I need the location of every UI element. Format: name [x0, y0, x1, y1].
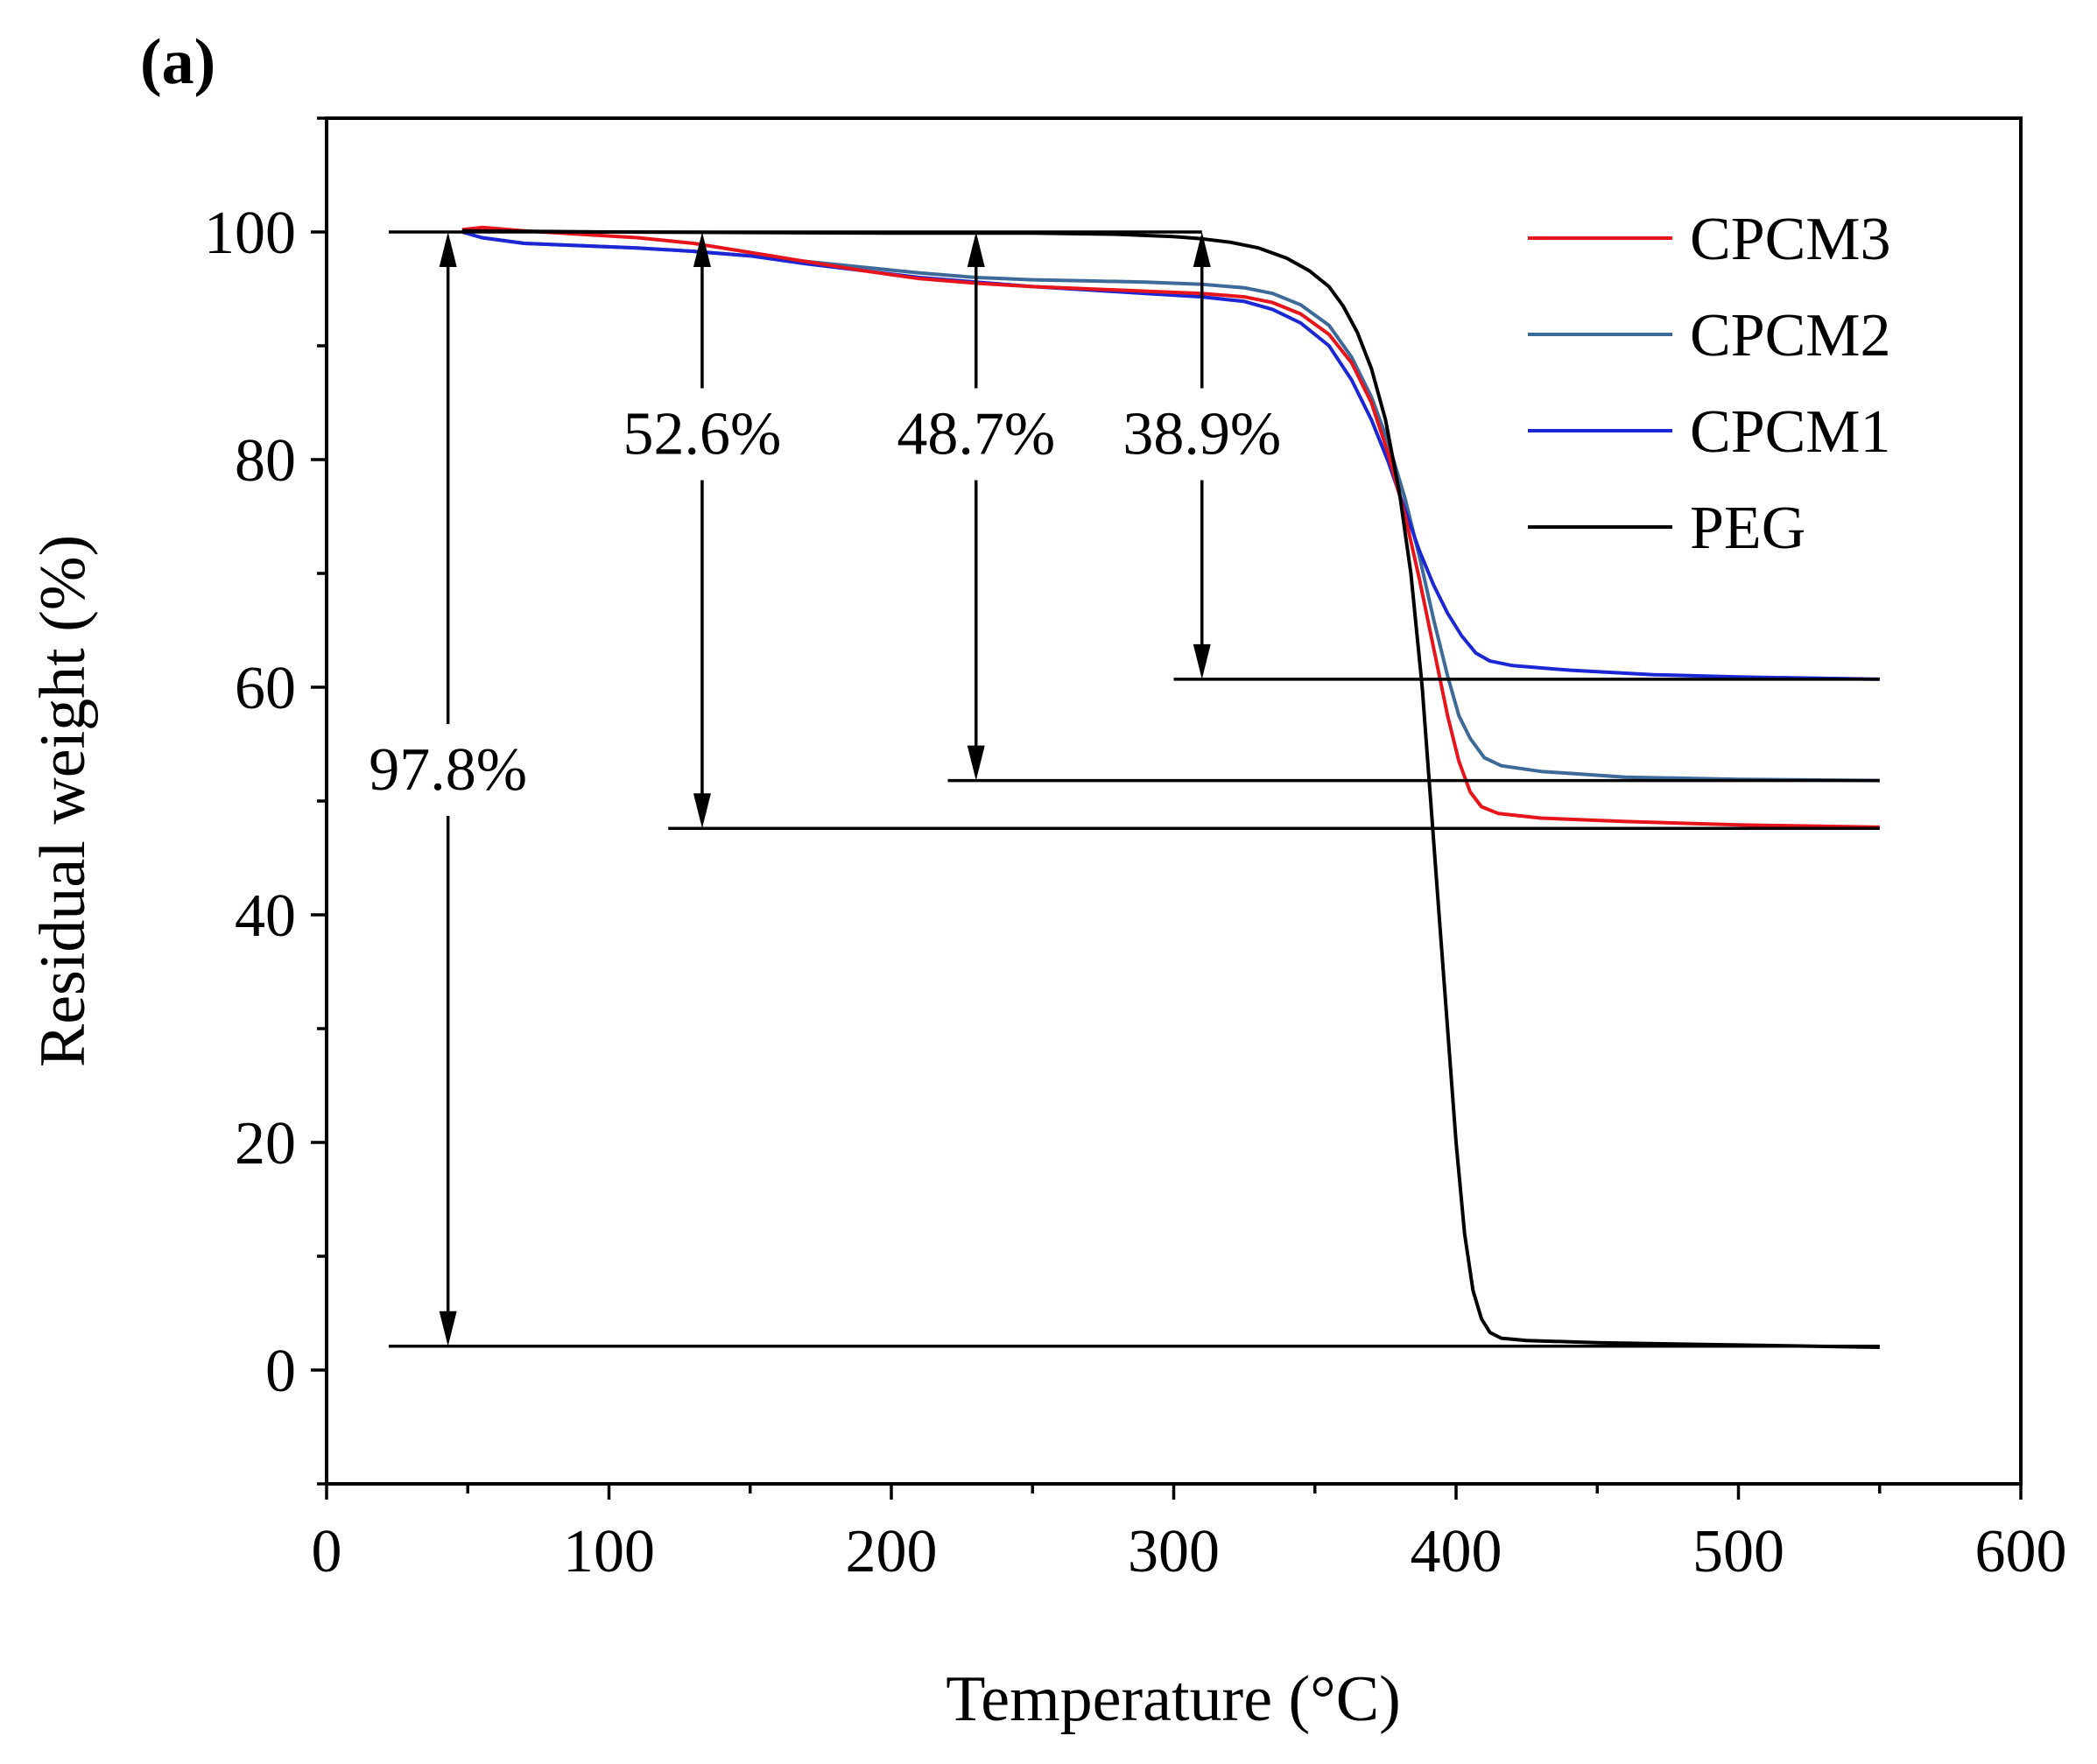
- x-tick-label: 0: [312, 1518, 342, 1585]
- y-tick-label: 0: [265, 1338, 296, 1405]
- axis-ticks: [311, 116, 2023, 1500]
- y-tick-label: 40: [235, 882, 296, 950]
- annotation-52-6: 52.6%: [623, 232, 782, 829]
- annotation-97-8: 97.8%: [369, 232, 527, 1346]
- legend-item-cpcm2: CPCM2: [1528, 302, 1891, 369]
- panel-label: (a): [140, 26, 215, 98]
- x-tick-label: 500: [1692, 1518, 1784, 1585]
- y-tick-label: 80: [235, 427, 296, 495]
- annotation-label: 97.8%: [369, 736, 527, 804]
- y-axis-label: Residual weight (%): [27, 535, 99, 1067]
- tick-labels: 0 100 200 300 400 500 600 0 20 40 60 80 100: [204, 200, 2067, 1585]
- legend-label: CPCM3: [1690, 206, 1891, 273]
- annotation-label: 38.9%: [1122, 401, 1281, 468]
- legend-item-cpcm1: CPCM1: [1528, 398, 1891, 466]
- arrowhead-up: [1193, 232, 1211, 267]
- x-axis-label: Temperature (°C): [946, 1663, 1401, 1735]
- x-tick-label: 400: [1411, 1518, 1502, 1585]
- arrowhead-down: [1193, 643, 1211, 679]
- arrowhead-up: [693, 232, 711, 267]
- annotation-48-7: 48.7%: [897, 232, 1055, 781]
- series-line-peg: [461, 228, 1880, 1349]
- arrowhead-down: [693, 793, 711, 829]
- y-tick-label: 60: [235, 655, 296, 722]
- annotation-label: 48.7%: [897, 401, 1055, 468]
- arrowhead-up: [439, 232, 457, 267]
- legend-label: CPCM1: [1690, 398, 1891, 466]
- annotations: 97.8% 52.6% 48.7% 38.9%: [369, 232, 1281, 1346]
- legend-label: CPCM2: [1690, 302, 1891, 369]
- x-tick-label: 200: [846, 1518, 938, 1585]
- series-line-cpcm2: [461, 230, 1880, 783]
- reference-lines: [388, 230, 1880, 1348]
- arrowhead-down: [439, 1311, 457, 1346]
- series-line-cpcm3: [461, 225, 1880, 829]
- y-tick-label: 20: [235, 1110, 296, 1177]
- arrowhead-up: [967, 232, 985, 267]
- series-line-cpcm1: [461, 230, 1880, 681]
- x-tick-label: 300: [1128, 1518, 1220, 1585]
- legend: CPCM3 CPCM2 CPCM1 PEG: [1528, 206, 1891, 562]
- annotation-label: 52.6%: [623, 401, 782, 468]
- y-tick-label: 100: [204, 200, 296, 267]
- x-tick-label: 600: [1975, 1518, 2067, 1585]
- data-curves: [461, 225, 1880, 1349]
- legend-item-cpcm3: CPCM3: [1528, 206, 1891, 273]
- arrowhead-down: [967, 745, 985, 781]
- legend-label: PEG: [1690, 495, 1805, 562]
- x-tick-label: 100: [563, 1518, 655, 1585]
- legend-item-peg: PEG: [1528, 495, 1805, 562]
- annotation-38-9: 38.9%: [1122, 232, 1281, 679]
